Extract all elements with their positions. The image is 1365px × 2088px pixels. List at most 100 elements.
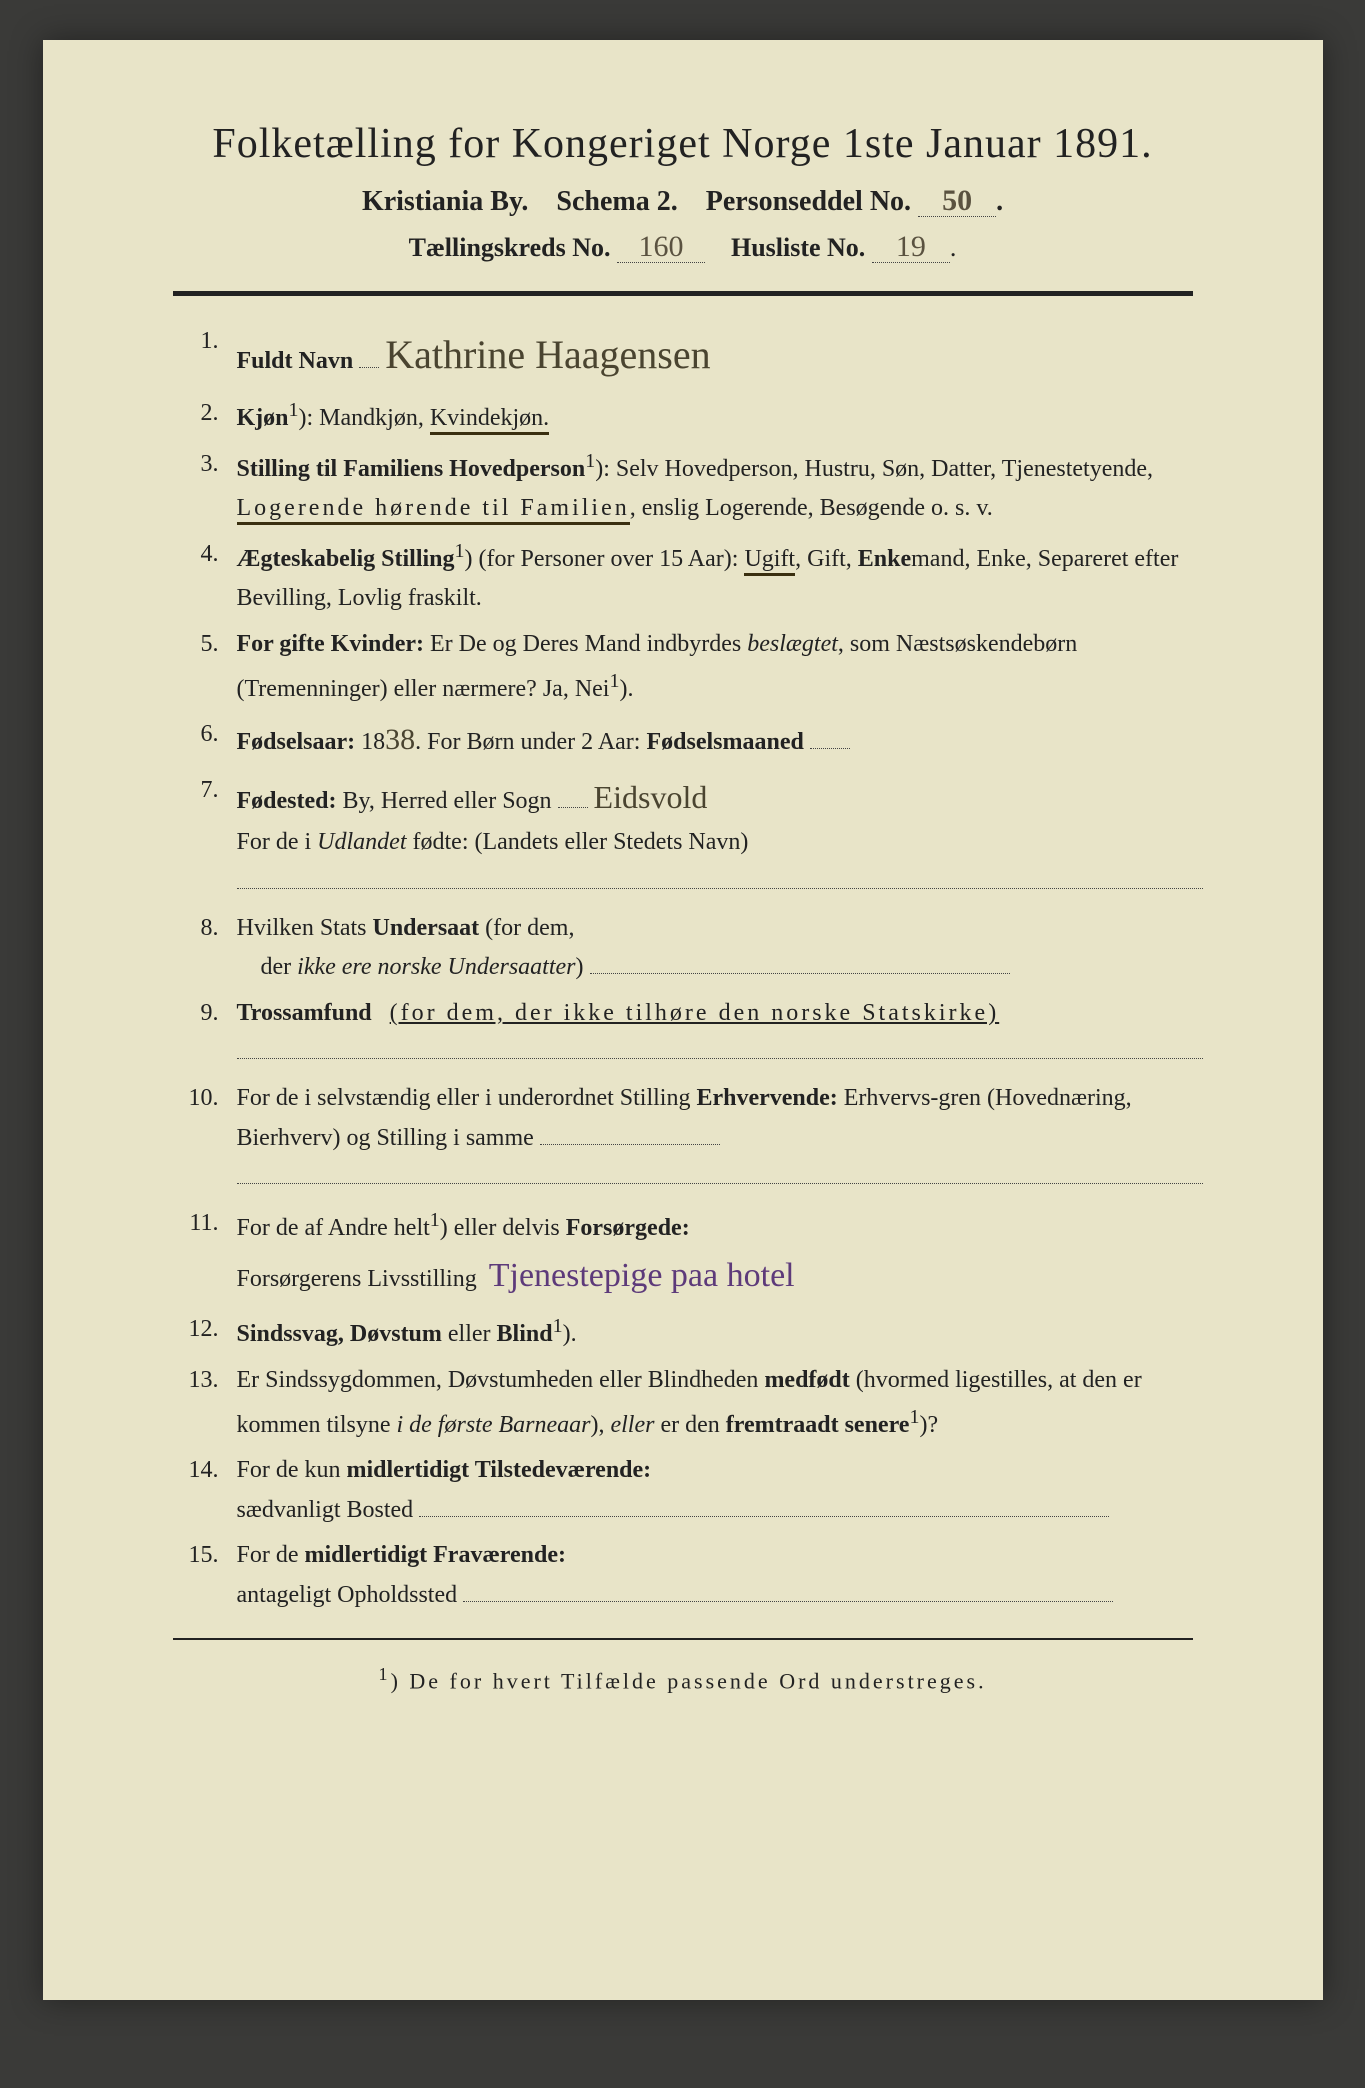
gifte-text3: ). xyxy=(619,676,633,702)
item-num: 14. xyxy=(163,1451,237,1530)
husliste-no: 19 xyxy=(872,232,950,263)
undersaat-text2: (for dem, xyxy=(479,915,574,941)
frav-text2: antageligt Opholdssted xyxy=(237,1582,458,1608)
item-4: 4. Ægteskabelig Stilling1) (for Personer… xyxy=(163,535,1203,619)
enke: Enke xyxy=(858,546,911,572)
kjon-label: Kjøn xyxy=(237,405,289,431)
item-num: 8. xyxy=(163,909,237,988)
item-num: 6. xyxy=(163,715,237,765)
logerende: Logerende hørende til Familien xyxy=(237,495,630,525)
item-15: 15. For de midlertidigt Fraværende: anta… xyxy=(163,1536,1203,1615)
divider-heavy xyxy=(173,291,1193,296)
sup: 1 xyxy=(909,1406,919,1428)
census-form-page: Folketælling for Kongeriget Norge 1ste J… xyxy=(43,40,1323,2000)
item-7: 7. Fødested: By, Herred eller Sogn Eidsv… xyxy=(163,771,1203,903)
tilst-text2: sædvanligt Bosted xyxy=(237,1497,414,1523)
sygdom-text: Er Sindssygdommen, Døvstumheden eller Bl… xyxy=(237,1367,765,1393)
item-num: 1. xyxy=(163,322,237,388)
udlandet: Udlandet xyxy=(317,829,406,855)
fodested-label: Fødested: xyxy=(237,788,337,814)
fors-text3: Forsørgerens Livsstilling xyxy=(237,1266,477,1292)
sygdom-text3: ), xyxy=(590,1412,610,1438)
item-1: 1. Fuldt Navn Kathrine Haagensen xyxy=(163,322,1203,388)
sindssvag-label: Sindssvag, Døvstum xyxy=(237,1321,442,1347)
item-num: 2. xyxy=(163,394,237,439)
erhvervende: Erhvervende: xyxy=(696,1085,837,1111)
erhv-fill xyxy=(237,1183,1203,1184)
item-num: 13. xyxy=(163,1361,237,1445)
bosted-fill xyxy=(419,1516,1109,1517)
sup: 1 xyxy=(455,540,465,562)
undersaat-text3: der xyxy=(261,954,298,980)
item-num: 15. xyxy=(163,1536,237,1615)
fods-text: . For Børn under 2 Aar: xyxy=(415,729,646,755)
barneaar: i de første Barneaar xyxy=(396,1412,590,1438)
item-num: 11. xyxy=(163,1204,237,1305)
gifte-label: For gifte Kvinder: xyxy=(237,631,425,657)
fodested-text: By, Herred eller Sogn xyxy=(336,788,551,814)
fodested-text2: For de i xyxy=(237,829,318,855)
item-5: 5. For gifte Kvinder: Er De og Deres Man… xyxy=(163,625,1203,709)
main-title: Folketælling for Kongeriget Norge 1ste J… xyxy=(133,120,1233,168)
stilling-text: ): Selv Hovedperson, Hustru, Søn, Datter… xyxy=(595,456,1153,482)
undersaat-fill xyxy=(590,973,1010,974)
item-9: 9. Trossamfund (for dem, der ikke tilhør… xyxy=(163,994,1203,1073)
item-num: 3. xyxy=(163,445,237,529)
sinds-text2: ). xyxy=(563,1321,577,1347)
year-prefix: 18 xyxy=(361,729,385,755)
sygdom-text4: er den xyxy=(654,1412,725,1438)
fors-text2: ) eller delvis xyxy=(440,1215,566,1241)
undersaat-text4: ) xyxy=(576,954,584,980)
beslaegtet: beslægtet xyxy=(747,631,838,657)
footnote-sup: 1 xyxy=(378,1664,390,1684)
tilst-text: For de kun xyxy=(237,1457,347,1483)
sup: 1 xyxy=(585,450,595,472)
stilling-text2: , enslig Logerende, Besøgende o. s. v. xyxy=(630,495,993,521)
tilstedevaerende: midlertidigt Tilstedeværende: xyxy=(347,1457,652,1483)
undersaat-text: Hvilken Stats xyxy=(237,915,373,941)
year-fill: 38 xyxy=(385,723,415,756)
divider-thin xyxy=(173,1638,1193,1640)
maaned-fill xyxy=(810,748,850,749)
item-8: 8. Hvilken Stats Undersaat (for dem, der… xyxy=(163,909,1203,988)
fodested-text3: fødte: (Landets eller Stedets Navn) xyxy=(407,829,749,855)
udland-fill xyxy=(237,888,1203,889)
blind: Blind xyxy=(497,1321,553,1347)
frav-text: For de xyxy=(237,1542,305,1568)
kjon-text: ): Mandkjøn, xyxy=(299,405,430,431)
trossamfund-fill xyxy=(237,1058,1203,1059)
fodested-value: Eidsvold xyxy=(594,779,708,815)
aegte-text: ) (for Personer over 15 Aar): xyxy=(465,546,745,572)
sup: 1 xyxy=(430,1209,440,1231)
forsorgede: Forsørgede: xyxy=(566,1215,690,1241)
form-items: 1. Fuldt Navn Kathrine Haagensen 2. Kjøn… xyxy=(163,322,1203,1616)
item-num: 12. xyxy=(163,1310,237,1355)
third-line: Tællingskreds No. 160 Husliste No. 19. xyxy=(133,232,1233,263)
sup: 1 xyxy=(289,399,299,421)
footnote-text: ) De for hvert Tilfælde passende Ord und… xyxy=(391,1668,987,1693)
erhv-text: For de i selvstændig eller i underordnet… xyxy=(237,1085,697,1111)
item-num: 9. xyxy=(163,994,237,1073)
fravaerende: midlertidigt Fraværende: xyxy=(305,1542,567,1568)
item-2: 2. Kjøn1): Mandkjøn, Kvindekjøn. xyxy=(163,394,1203,439)
kreds-no: 160 xyxy=(617,232,705,263)
fodselsaar-label: Fødselsaar: xyxy=(237,729,356,755)
subtitle-line: Kristiania By. Schema 2. Personseddel No… xyxy=(133,186,1233,218)
eller: eller xyxy=(610,1412,654,1438)
ugift: Ugift xyxy=(744,546,795,576)
undersaat-label: Undersaat xyxy=(373,915,480,941)
husliste-label: Husliste No. xyxy=(731,233,865,262)
city-label: Kristiania By. xyxy=(362,186,528,217)
item-14: 14. For de kun midlertidigt Tilstedevære… xyxy=(163,1451,1203,1530)
item-11: 11. For de af Andre helt1) eller delvis … xyxy=(163,1204,1203,1305)
aegte-label: Ægteskabelig Stilling xyxy=(237,546,455,572)
fuldt-navn-label: Fuldt Navn xyxy=(237,348,354,374)
personseddel-label: Personseddel No. xyxy=(706,186,911,217)
trossamfund-label: Trossamfund xyxy=(237,1000,372,1026)
schema-label: Schema 2. xyxy=(556,186,677,217)
stilling-label: Stilling til Familiens Hovedperson xyxy=(237,456,586,482)
footnote: 1) De for hvert Tilfælde passende Ord un… xyxy=(133,1664,1233,1694)
item-6: 6. Fødselsaar: 1838. For Børn under 2 Aa… xyxy=(163,715,1203,765)
gifte-text: Er De og Deres Mand indbyrdes xyxy=(424,631,747,657)
sygdom-text5: )? xyxy=(919,1412,938,1438)
